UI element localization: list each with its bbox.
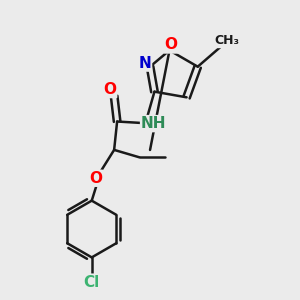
Text: O: O bbox=[164, 38, 178, 52]
Text: Cl: Cl bbox=[84, 275, 100, 290]
Text: O: O bbox=[89, 171, 102, 186]
Text: N: N bbox=[138, 56, 151, 70]
Text: O: O bbox=[103, 82, 116, 97]
Text: CH₃: CH₃ bbox=[214, 34, 239, 47]
Text: NH: NH bbox=[141, 116, 167, 131]
